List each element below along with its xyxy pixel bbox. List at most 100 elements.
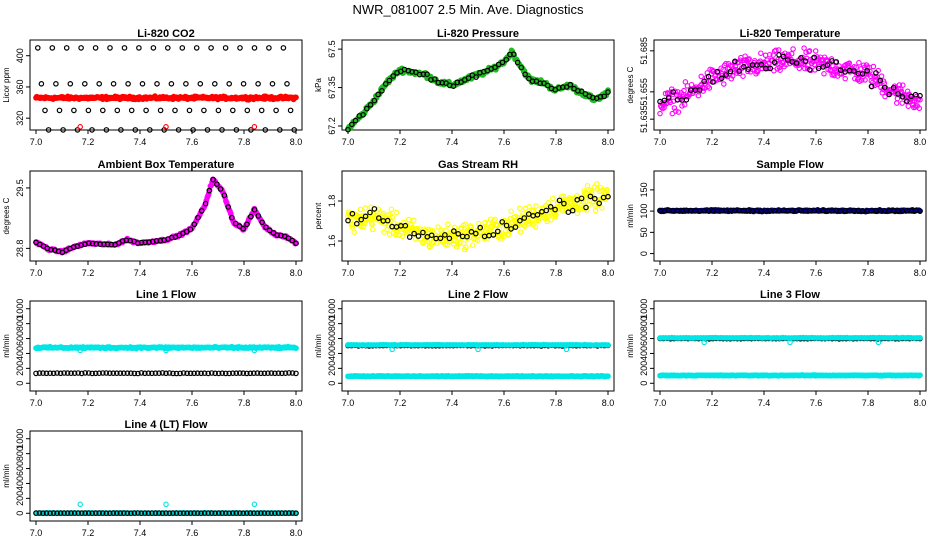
data-point bbox=[420, 229, 426, 236]
data-point bbox=[230, 510, 236, 516]
data-point bbox=[846, 60, 853, 66]
data-point bbox=[255, 213, 262, 219]
data-point bbox=[179, 45, 186, 51]
data-point bbox=[886, 91, 893, 98]
data-point bbox=[905, 103, 912, 109]
data-point bbox=[63, 45, 70, 51]
data-point bbox=[477, 224, 484, 231]
data-point bbox=[177, 370, 183, 377]
chart-panel-2: Li-820 Temperature 7.0 7.2 7.4 7.6 7.8 8.0 51.6… bbox=[626, 28, 927, 147]
data-point bbox=[201, 107, 207, 114]
y-tick-label: 600 bbox=[15, 331, 25, 346]
chart-title: Li-820 Pressure bbox=[437, 28, 519, 40]
data-point bbox=[255, 80, 261, 87]
data-point bbox=[900, 82, 906, 88]
data-point bbox=[362, 205, 369, 211]
main-title: NWR_081007 2.5 Min. Ave. Diagnostics bbox=[352, 2, 584, 17]
y-axis-label: ml/min bbox=[626, 334, 635, 358]
x-tick-label: 8.0 bbox=[914, 398, 927, 408]
y-tick-label: 1000 bbox=[327, 299, 337, 319]
data-point bbox=[464, 233, 470, 240]
data-point bbox=[149, 370, 155, 377]
plot-frame bbox=[29, 300, 303, 392]
series-pressure bbox=[345, 47, 611, 132]
data-point bbox=[219, 127, 225, 133]
data-point bbox=[386, 77, 393, 84]
data-point bbox=[893, 100, 900, 106]
series-sample-line bbox=[33, 370, 299, 377]
data-point bbox=[831, 72, 837, 79]
data-point bbox=[362, 213, 369, 220]
series-line-flow bbox=[657, 372, 923, 379]
data-point bbox=[568, 196, 575, 202]
data-point bbox=[578, 195, 585, 202]
y-tick-label: 320 bbox=[15, 111, 25, 126]
data-point bbox=[543, 215, 550, 221]
data-point bbox=[173, 370, 180, 377]
y-axis-label: Licor ppm bbox=[2, 67, 11, 102]
chart-title: Li-820 Temperature bbox=[740, 28, 841, 40]
data-point bbox=[163, 124, 169, 130]
data-point bbox=[75, 370, 82, 376]
y-tick-label: 28.8 bbox=[15, 240, 25, 258]
chart-title: Line 2 Flow bbox=[448, 289, 508, 301]
plot-frame bbox=[653, 300, 927, 392]
data-point bbox=[903, 98, 910, 105]
data-point bbox=[289, 237, 296, 244]
data-point bbox=[492, 64, 498, 71]
data-point bbox=[261, 510, 268, 516]
x-tick-label: 7.6 bbox=[498, 137, 511, 147]
x-tick-label: 7.6 bbox=[810, 398, 823, 408]
data-point bbox=[47, 370, 53, 377]
x-tick-label: 7.8 bbox=[550, 137, 563, 147]
data-point bbox=[38, 80, 45, 87]
data-point bbox=[247, 510, 254, 516]
data-point bbox=[107, 45, 113, 51]
data-point bbox=[197, 80, 204, 87]
data-point bbox=[163, 510, 169, 516]
chart-panel-6: Line 1 Flow 7.0 7.2 7.4 7.6 7.8 8.0 0 2004006008… bbox=[2, 289, 303, 408]
data-point bbox=[251, 206, 258, 213]
data-point bbox=[409, 68, 415, 75]
data-point bbox=[473, 74, 479, 80]
data-point bbox=[499, 59, 506, 66]
x-tick-label: 7.4 bbox=[758, 398, 771, 408]
data-point bbox=[534, 211, 541, 218]
data-point bbox=[293, 370, 299, 377]
data-point bbox=[265, 370, 271, 377]
y-axis-label: ml/min bbox=[2, 334, 11, 358]
data-point bbox=[187, 510, 194, 516]
data-point bbox=[100, 370, 106, 376]
data-point bbox=[142, 510, 148, 516]
x-tick-label: 7.4 bbox=[758, 137, 771, 147]
data-point bbox=[145, 510, 152, 517]
data-point bbox=[226, 370, 233, 377]
x-tick-label: 7.2 bbox=[706, 398, 719, 408]
data-point bbox=[202, 200, 209, 207]
series-ambient bbox=[33, 176, 299, 256]
data-point bbox=[681, 87, 687, 94]
data-point bbox=[380, 210, 387, 217]
x-tick-label: 7.4 bbox=[758, 268, 771, 278]
x-tick-label: 7.4 bbox=[134, 268, 147, 278]
data-point bbox=[64, 510, 71, 516]
data-point bbox=[237, 45, 243, 51]
data-point bbox=[723, 60, 729, 67]
data-point bbox=[856, 59, 862, 66]
data-point bbox=[867, 68, 873, 74]
data-point bbox=[604, 188, 611, 194]
x-tick-label: 8.0 bbox=[290, 398, 303, 408]
data-point bbox=[601, 93, 608, 100]
data-point bbox=[125, 80, 131, 87]
data-point bbox=[790, 46, 796, 52]
data-point bbox=[696, 87, 703, 93]
data-point bbox=[248, 127, 254, 133]
y-tick-label: 800 bbox=[639, 316, 649, 331]
data-point bbox=[594, 181, 600, 187]
data-point bbox=[77, 124, 83, 130]
chart-title: Sample Flow bbox=[756, 159, 824, 171]
data-point bbox=[399, 233, 406, 240]
x-tick-label: 7.6 bbox=[810, 137, 823, 147]
y-tick-label: 400 bbox=[15, 48, 25, 63]
data-point bbox=[553, 212, 559, 218]
